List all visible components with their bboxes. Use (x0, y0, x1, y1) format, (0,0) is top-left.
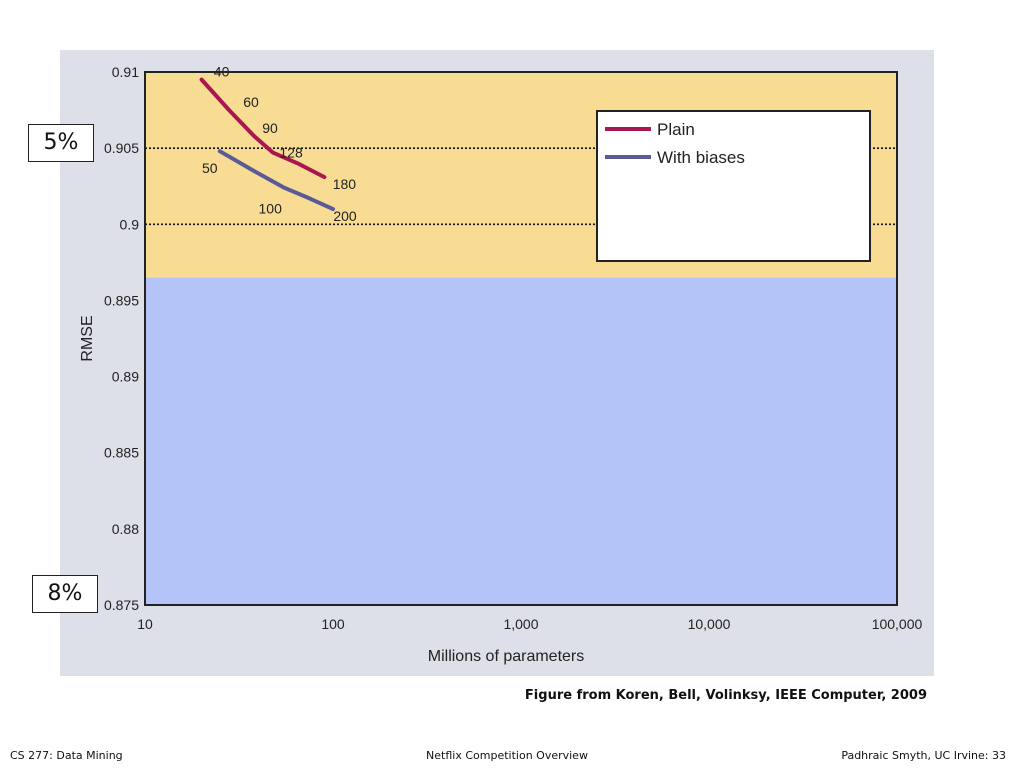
x-tick-label: 10 (137, 616, 153, 632)
figure-caption: Figure from Koren, Bell, Volinksy, IEEE … (524, 688, 927, 703)
callout-five-percent: 5% (28, 124, 94, 162)
point-label: 128 (279, 145, 303, 161)
y-tick-label: 0.875 (104, 597, 139, 613)
legend-label: With biases (657, 148, 745, 167)
y-tick-label: 0.905 (104, 140, 139, 156)
x-tick-label: 1,000 (503, 616, 538, 632)
plot-frame (144, 71, 898, 606)
series-line-with-biases (217, 149, 335, 212)
y-tick-label: 0.91 (112, 64, 139, 80)
y-tick-label: 0.895 (104, 292, 139, 308)
x-axis-title: Millions of parameters (428, 648, 585, 665)
y-tick-label: 0.88 (112, 521, 139, 537)
y-tick-label: 0.9 (120, 216, 140, 232)
y-tick-label: 0.885 (104, 445, 139, 461)
x-tick-label: 100,000 (872, 616, 923, 632)
footer-author-page: Padhraic Smyth, UC Irvine: 33 (841, 749, 1006, 762)
point-label: 90 (262, 120, 278, 136)
y-axis-title: RMSE (79, 315, 96, 361)
y-tick-label: 0.89 (112, 369, 139, 385)
x-tick-label: 100 (321, 616, 345, 632)
footer-course: CS 277: Data Mining (10, 749, 123, 762)
callout-eight-percent: 8% (32, 575, 98, 613)
rmse-chart: 0.875 0.88 0.885 0.89 0.895 0.9 0.905 0.91 10 100… (79, 64, 923, 665)
x-tick-label: 10,000 (688, 616, 731, 632)
point-label: 180 (333, 176, 357, 192)
legend-box (596, 110, 871, 262)
point-label: 60 (243, 94, 259, 110)
point-label: 50 (202, 160, 218, 176)
point-label: 100 (259, 201, 283, 217)
series-line-plain (199, 77, 327, 180)
point-label: 40 (214, 64, 230, 80)
footer-title: Netflix Competition Overview (426, 749, 588, 762)
point-label: 200 (333, 208, 357, 224)
background-band-1 (145, 277, 897, 605)
legend-label: Plain (657, 120, 695, 139)
